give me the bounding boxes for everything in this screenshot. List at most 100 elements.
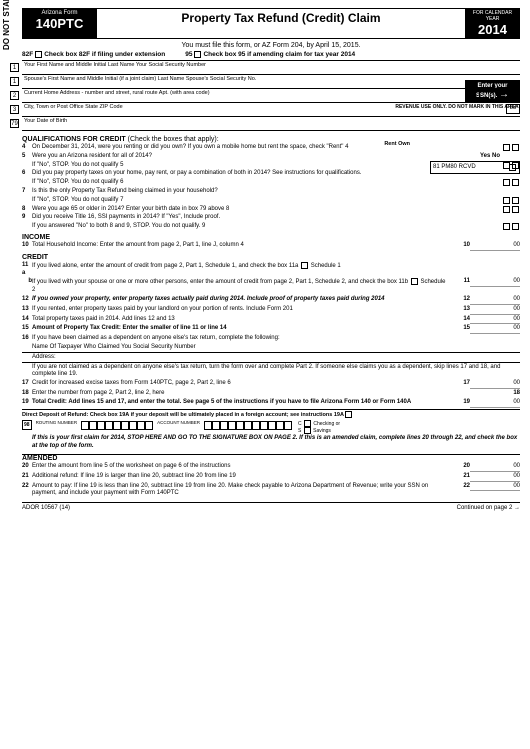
box-94: 94 (466, 90, 480, 100)
line-11a: If you lived alone, enter the amount of … (32, 263, 298, 269)
line-11b: If you lived with your spouse or one or … (32, 279, 408, 285)
account-boxes[interactable] (204, 421, 292, 430)
line-21-amt[interactable]: 00 (470, 473, 520, 482)
line-22-amt[interactable]: 00 (470, 483, 520, 492)
box-88: 88 (506, 104, 520, 114)
line-19: Total Credit: Add lines 15 and 17, and e… (32, 399, 453, 407)
own-checkbox[interactable] (512, 144, 519, 151)
arrow-icon: → (514, 505, 520, 511)
credit-header: CREDIT (22, 254, 520, 261)
line-9b: If you answered "No" to both 8 and 9, ST… (32, 223, 502, 231)
yes-no-5: Yes No (480, 153, 520, 161)
routing-boxes[interactable] (81, 421, 153, 430)
qualifications-header: QUALIFICATIONS FOR CREDIT (Check the box… (22, 136, 520, 143)
name-row: Your First Name and Middle Initial Last … (22, 60, 520, 74)
l7-yes[interactable] (503, 197, 510, 204)
line-8: Were you age 65 or older in 2014? Enter … (32, 206, 502, 214)
form-number-box: Arizona Form 140PTC (22, 8, 97, 39)
line-9: Did you receive Title 16, SSI payments i… (32, 214, 520, 222)
income-header: INCOME (22, 234, 520, 241)
checkbox-82f[interactable] (35, 51, 42, 58)
line-13-amt[interactable]: 00 (470, 306, 520, 315)
check-82f-num: 82F (22, 51, 33, 58)
line-14: Total property taxes paid in 2014. Add l… (32, 316, 453, 324)
line-13: If you rented, enter property taxes paid… (32, 306, 453, 314)
line-18: Enter the number from page 2, Part 2, li… (32, 390, 503, 398)
row-num-3: 3 (10, 105, 19, 114)
savings-box[interactable] (304, 427, 311, 434)
header: Arizona Form 140PTC Property Tax Refund … (22, 8, 520, 39)
line-4: On December 31, 2014, were you renting o… (32, 144, 502, 152)
foreign-checkbox[interactable] (345, 411, 352, 418)
year: 2014 (469, 22, 516, 37)
form-title: Property Tax Refund (Credit) Claim (99, 11, 463, 25)
line-17-amt[interactable]: 00 (470, 380, 520, 389)
line-20-amt[interactable]: 00 (470, 463, 520, 472)
address-row: Current Home Address - number and street… (22, 88, 520, 102)
name-label: Your First Name and Middle Initial Last … (24, 62, 206, 68)
line-14-amt[interactable]: 00 (470, 316, 520, 325)
line-15-amt[interactable]: 00 (470, 325, 520, 334)
l6-yes[interactable] (503, 179, 510, 186)
line-12: If you owned your property, enter proper… (32, 296, 453, 304)
line-16: If you have been claimed as a dependent … (32, 335, 520, 343)
pm80-checkbox[interactable] (509, 164, 516, 171)
line-16-addr: Address: (32, 354, 520, 362)
line-19-amt[interactable]: 00 (470, 399, 520, 408)
amended-header: AMENDED (22, 454, 520, 462)
dob-label: Your Date of Birth (24, 118, 67, 124)
line-17: Credit for increased excise taxes from F… (32, 380, 453, 388)
rent-checkbox[interactable] (503, 144, 510, 151)
year-box: FOR CALENDAR YEAR 2014 (465, 8, 520, 39)
row-num-2: 2 (10, 91, 19, 100)
checking-box[interactable] (304, 420, 311, 427)
line-20: Enter the amount from line 5 of the work… (32, 463, 453, 471)
l8-yes[interactable] (503, 206, 510, 213)
line-22: Amount to pay: If line 19 is less than l… (32, 483, 453, 499)
l11b-box[interactable] (411, 278, 418, 285)
line-12-amt[interactable]: 00 (470, 296, 520, 305)
l8-no[interactable] (512, 206, 519, 213)
l11a-box[interactable] (301, 262, 308, 269)
deadline-subtitle: You must file this form, or AZ Form 204,… (22, 42, 520, 49)
line-7: Is this the only Property Tax Refund bei… (32, 188, 520, 196)
line-16-instr: If you are not claimed as a dependent on… (32, 364, 520, 380)
first-claim-instr: If this is your first claim for 2014, ST… (22, 435, 520, 451)
row-num-79: 79 (10, 119, 19, 128)
row-num-1: 1 (10, 63, 19, 72)
direct-deposit: Direct Deposit of Refund: Check box 19A … (22, 412, 344, 418)
rent-own-header: Rent Own (384, 141, 410, 147)
calendar-label: FOR CALENDAR YEAR (469, 10, 516, 22)
line-11-amt[interactable]: 00 (470, 278, 520, 287)
checkbox-95[interactable] (194, 51, 201, 58)
form-page: Arizona Form 140PTC Property Tax Refund … (0, 0, 530, 519)
dob-row: Your Date of Birth 79 (22, 116, 520, 130)
line-15: Amount of Property Tax Credit: Enter the… (32, 325, 453, 333)
line-5: Were you an Arizona resident for all of … (32, 153, 480, 161)
footer-form-id: ADOR 10567 (14) (22, 505, 70, 511)
line-6b: If "No", STOP. You do not qualify 6 (32, 179, 502, 187)
line-16-name: Name Of Taxpayer Who Claimed You Social … (32, 344, 520, 352)
revenue-use-label: REVENUE USE ONLY. DO NOT MARK IN THIS AR… (395, 104, 520, 110)
title-box: Property Tax Refund (Credit) Claim (97, 8, 465, 39)
l7-no[interactable] (512, 197, 519, 204)
extension-checks: 82F Check box 82F if filing under extens… (22, 51, 520, 58)
line-7b: If "No", STOP. You do not qualify 7 (32, 197, 502, 205)
l9-no[interactable] (512, 223, 519, 230)
city-row: City, Town or Post Office State ZIP Code… (22, 102, 520, 116)
check-82f-label: Check box 82F if filing under extension (44, 51, 165, 58)
row-num-1b: 1 (10, 77, 19, 86)
spouse-label: Spouse's First Name and Middle Initial (… (24, 76, 256, 82)
l6-no[interactable] (512, 179, 519, 186)
line-10: Total Household Income: Enter the amount… (32, 242, 453, 250)
footer-continued: Continued on page 2 (457, 505, 513, 511)
l9-yes[interactable] (503, 223, 510, 230)
line-21: Additional refund: If line 19 is larger … (32, 473, 453, 481)
pm80-box: 81 PM80 RCVD (430, 161, 520, 174)
line-10-amt[interactable]: 00 (470, 242, 520, 251)
check-95-num: 95 (185, 51, 192, 58)
address-label: Current Home Address - number and street… (24, 90, 210, 96)
check-95-label: Check box 95 if amending claim for tax y… (203, 51, 355, 58)
footer: ADOR 10567 (14) Continued on page 2 → (22, 502, 520, 511)
form-number: 140PTC (26, 16, 93, 31)
